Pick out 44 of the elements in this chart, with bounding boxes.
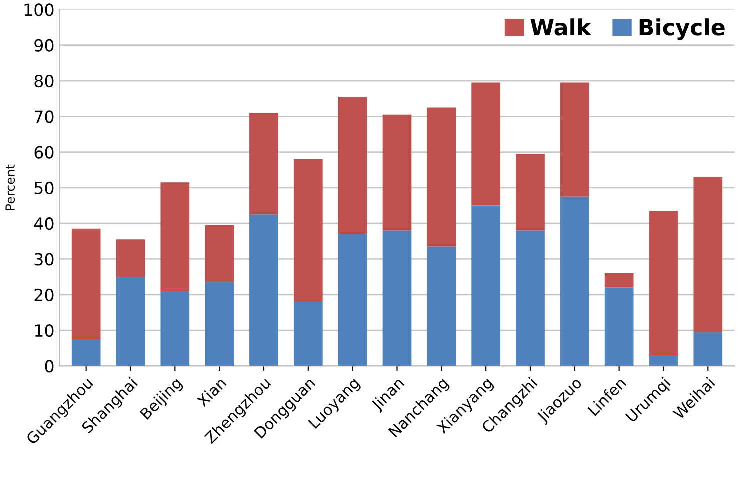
bar — [427, 108, 456, 247]
y-tick-label: 0 — [45, 360, 54, 373]
bar — [250, 214, 278, 366]
bar — [338, 234, 368, 366]
bar — [294, 159, 323, 302]
y-tick-label: 90 — [34, 39, 54, 52]
bar — [205, 282, 234, 366]
bar — [516, 154, 545, 231]
bar — [604, 288, 634, 366]
y-tick-label: 10 — [35, 324, 54, 338]
bar — [72, 228, 101, 340]
bar — [560, 82, 590, 197]
bar — [294, 302, 323, 366]
y-tick-label: 100 — [24, 4, 54, 16]
bar — [694, 177, 723, 332]
bar — [205, 225, 234, 282]
legend-label: Bicycle — [640, 18, 725, 40]
bar — [116, 277, 146, 366]
bar — [516, 230, 545, 366]
y-tick-label: 60 — [34, 146, 54, 159]
y-axis-title: Percent — [6, 164, 16, 210]
bar — [338, 97, 368, 234]
bar — [472, 82, 501, 206]
y-tick-label: 20 — [34, 288, 54, 302]
bar — [116, 240, 146, 278]
bar — [382, 114, 412, 231]
bar — [72, 339, 101, 366]
bar — [560, 196, 590, 366]
bar — [160, 182, 190, 292]
legend-label: Walk — [530, 18, 592, 36]
bar — [160, 291, 190, 366]
bar — [649, 211, 678, 356]
bar — [694, 332, 723, 366]
bar — [604, 273, 634, 288]
y-tick-label: 30 — [34, 253, 54, 266]
bar — [250, 113, 278, 215]
bar — [382, 230, 412, 366]
bar — [427, 246, 456, 366]
y-tick-label: 50 — [34, 182, 54, 195]
bar — [472, 206, 501, 366]
bar — [649, 355, 678, 366]
y-tick-label: 70 — [34, 110, 54, 124]
y-tick-label: 40 — [34, 218, 54, 230]
y-tick-label: 80 — [34, 74, 54, 88]
